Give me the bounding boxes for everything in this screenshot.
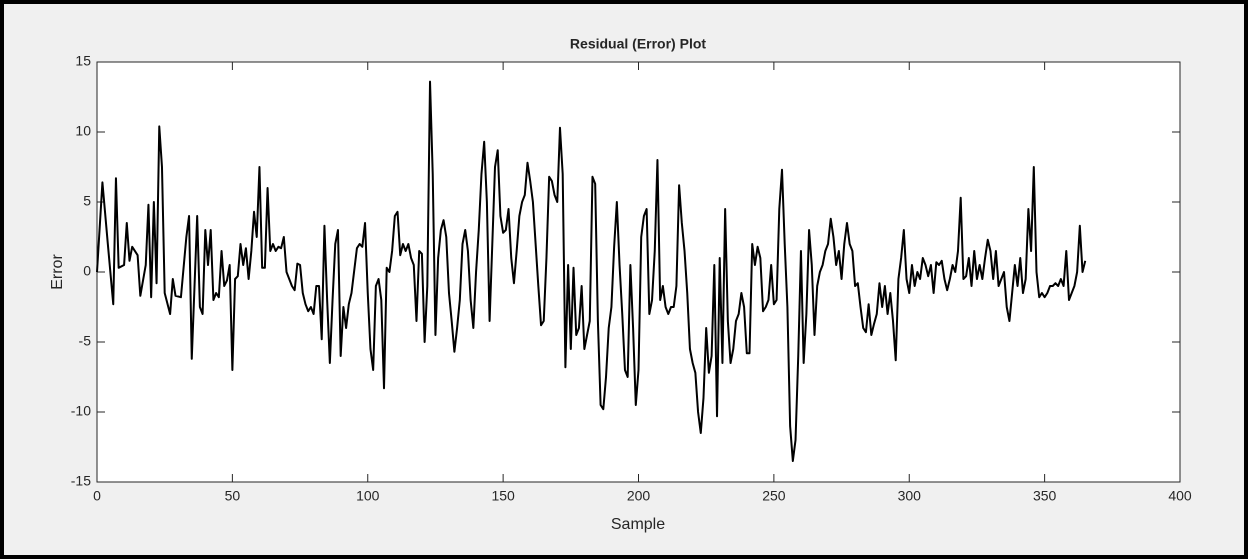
x-tick-label: 350: [1033, 488, 1057, 504]
x-tick-label: 100: [356, 488, 380, 504]
data-line: [96, 80, 1087, 462]
y-tick-label: 15: [75, 53, 91, 69]
y-tick-label: 5: [83, 193, 91, 209]
chart: Residual (Error) Plot Sample Error 0 50 10…: [49, 36, 1192, 534]
y-tick-label: -10: [71, 403, 91, 419]
x-tick-label: 300: [898, 488, 922, 504]
chart-title: Residual (Error) Plot: [570, 36, 706, 52]
x-tick-label: 0: [93, 488, 101, 504]
x-tick-label: 50: [225, 488, 241, 504]
y-tick-label: -15: [71, 473, 91, 489]
y-axis-label: Error: [49, 254, 66, 290]
x-tick-label: 250: [762, 488, 786, 504]
x-axis-label: Sample: [611, 516, 665, 533]
x-tick-label: 150: [491, 488, 515, 504]
x-tick-label: 400: [1168, 488, 1192, 504]
y-tick-label: -5: [79, 333, 92, 349]
x-tick-label: 200: [627, 488, 651, 504]
plot-area: [97, 62, 1180, 482]
y-tick-label: 10: [75, 123, 91, 139]
y-tick-label: 0: [83, 263, 91, 279]
